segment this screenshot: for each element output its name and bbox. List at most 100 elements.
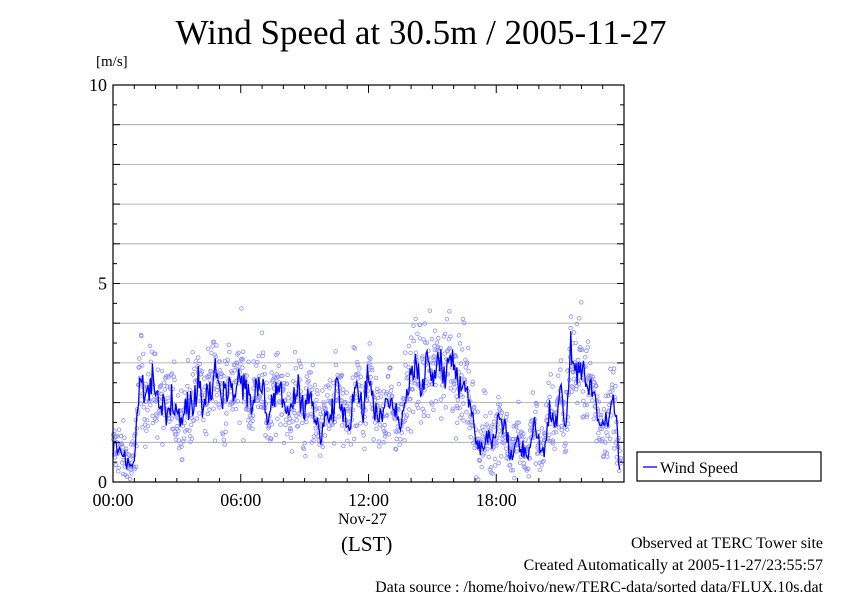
data-point xyxy=(286,391,291,396)
data-point xyxy=(605,433,610,438)
data-point xyxy=(491,424,496,430)
data-point xyxy=(239,306,244,311)
data-point xyxy=(287,416,292,421)
data-point xyxy=(169,416,175,421)
data-point xyxy=(433,399,439,404)
data-point xyxy=(408,396,413,402)
data-point xyxy=(282,380,287,386)
data-point xyxy=(579,347,585,352)
data-point xyxy=(184,427,190,433)
data-point xyxy=(499,454,504,459)
data-point xyxy=(448,334,453,339)
data-point xyxy=(320,444,325,450)
data-point xyxy=(536,429,541,435)
data-point xyxy=(492,419,497,424)
data-point xyxy=(419,356,425,361)
data-point xyxy=(188,422,194,428)
data-point xyxy=(365,398,370,403)
data-point xyxy=(178,441,183,447)
data-point xyxy=(607,390,612,395)
data-point xyxy=(127,476,133,482)
data-point xyxy=(605,393,611,399)
data-point xyxy=(314,397,319,403)
data-point xyxy=(286,396,291,401)
data-point xyxy=(197,411,202,416)
data-point xyxy=(559,427,564,433)
data-point xyxy=(226,342,232,347)
data-point xyxy=(442,351,447,356)
data-point xyxy=(551,441,556,446)
data-point xyxy=(563,441,568,446)
data-point xyxy=(517,460,523,465)
data-point xyxy=(212,438,218,443)
data-point xyxy=(336,414,341,419)
data-point xyxy=(265,387,270,392)
data-point xyxy=(176,428,181,433)
data-point xyxy=(169,371,174,376)
data-point xyxy=(423,378,428,383)
data-point xyxy=(494,443,499,448)
data-point xyxy=(468,435,473,440)
data-point xyxy=(293,366,298,371)
data-point xyxy=(171,374,176,379)
x-axis-date-label: Nov-27 xyxy=(338,511,387,528)
data-point xyxy=(198,372,204,377)
data-point xyxy=(244,373,249,378)
data-point xyxy=(598,415,603,420)
data-point xyxy=(233,406,239,412)
data-point xyxy=(530,390,536,395)
data-point xyxy=(361,433,366,438)
data-point xyxy=(221,437,227,442)
data-point xyxy=(304,419,309,425)
data-point xyxy=(228,389,233,394)
data-point xyxy=(457,341,463,346)
data-point xyxy=(533,461,538,466)
data-point xyxy=(564,427,570,432)
data-point xyxy=(495,422,500,427)
data-point xyxy=(580,389,586,394)
data-point xyxy=(269,436,274,441)
data-point xyxy=(466,345,471,351)
data-point xyxy=(608,366,613,372)
data-point xyxy=(313,426,318,431)
data-point xyxy=(456,333,462,338)
data-point xyxy=(603,393,608,398)
chart-title: Wind Speed at 30.5m / 2005-11-27 xyxy=(175,13,667,52)
data-point xyxy=(220,432,226,437)
data-point xyxy=(250,413,256,419)
data-point xyxy=(205,411,211,417)
data-point xyxy=(345,438,350,443)
data-point xyxy=(452,382,457,387)
data-point xyxy=(571,376,576,381)
data-point xyxy=(196,355,201,360)
data-point xyxy=(144,428,149,433)
data-point xyxy=(412,381,418,386)
data-point xyxy=(355,360,360,365)
data-point xyxy=(295,424,301,429)
data-point xyxy=(499,410,505,415)
data-point xyxy=(182,420,187,425)
data-point xyxy=(122,435,127,440)
data-point xyxy=(420,360,426,365)
data-point xyxy=(552,446,557,451)
data-point xyxy=(197,361,202,366)
data-point xyxy=(190,350,195,355)
data-point xyxy=(393,446,398,451)
data-point xyxy=(514,424,519,430)
data-point xyxy=(425,413,431,418)
data-point xyxy=(608,392,613,398)
y-tick-label: 5 xyxy=(98,274,107,294)
data-point xyxy=(591,416,596,421)
data-point xyxy=(344,427,349,432)
data-point xyxy=(464,410,469,415)
data-point xyxy=(521,431,526,436)
data-point xyxy=(150,413,155,419)
data-point xyxy=(399,430,404,435)
data-point xyxy=(450,408,455,414)
data-point xyxy=(493,463,498,468)
data-point xyxy=(547,439,553,444)
data-point xyxy=(137,356,142,361)
data-point xyxy=(213,400,219,405)
data-point xyxy=(217,368,223,373)
data-point xyxy=(318,453,323,458)
